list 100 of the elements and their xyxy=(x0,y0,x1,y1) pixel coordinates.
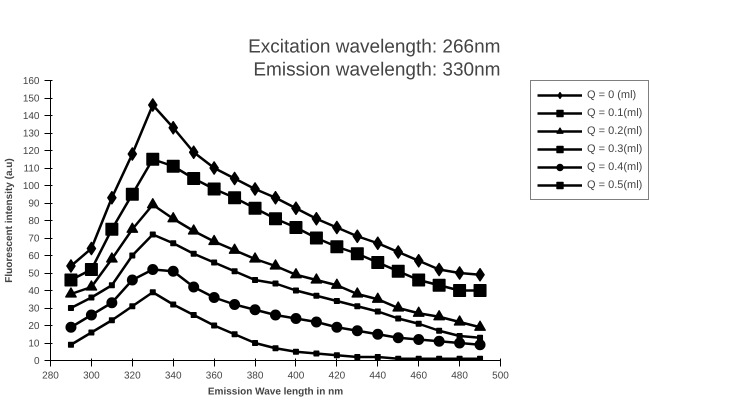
point xyxy=(310,273,322,284)
point xyxy=(150,289,156,296)
y-tick-label: 50 xyxy=(28,268,40,280)
y-tick-label: 140 xyxy=(22,111,40,122)
point xyxy=(68,305,74,311)
point xyxy=(272,345,278,352)
point xyxy=(126,274,138,286)
point xyxy=(208,292,220,303)
point xyxy=(108,317,115,324)
point xyxy=(412,274,426,286)
point xyxy=(211,322,218,328)
point xyxy=(474,284,487,297)
point xyxy=(148,98,158,112)
point xyxy=(211,260,218,266)
point xyxy=(330,240,344,254)
point xyxy=(454,338,466,348)
point xyxy=(170,240,176,246)
point xyxy=(64,274,78,286)
point xyxy=(331,322,342,333)
legend-label: Q = 0.5(ml) xyxy=(587,179,642,191)
point xyxy=(313,350,320,356)
point xyxy=(414,254,424,268)
legend-label: Q = 0.4(ml) xyxy=(587,161,642,173)
y-tick-label: 80 xyxy=(28,216,40,227)
x-tick-label: 300 xyxy=(83,370,100,382)
point xyxy=(229,299,240,310)
legend-label: Q = 0.1(ml) xyxy=(587,107,642,119)
point xyxy=(352,229,362,244)
point xyxy=(292,348,299,355)
point xyxy=(252,277,258,283)
x-tick-label: 500 xyxy=(492,370,510,382)
point xyxy=(86,242,96,256)
point xyxy=(190,312,197,318)
point xyxy=(170,302,176,308)
chart-subtitle: Emission wavelength: 330nm xyxy=(253,60,501,80)
y-tick-label: 30 xyxy=(28,304,40,314)
point xyxy=(372,236,383,250)
point xyxy=(474,339,486,350)
point xyxy=(188,282,200,292)
x-tick-label: 380 xyxy=(246,370,264,382)
y-tick-label: 70 xyxy=(28,234,40,244)
point xyxy=(64,287,77,298)
point xyxy=(374,308,381,314)
y-tick-label: 150 xyxy=(22,94,40,104)
point xyxy=(84,263,98,276)
point xyxy=(150,232,156,238)
point xyxy=(374,354,381,360)
point xyxy=(65,322,76,333)
y-tick-label: 110 xyxy=(24,164,40,174)
y-axis-title: Fluorescent intensity (a.u) xyxy=(4,158,15,283)
point xyxy=(372,328,384,340)
point xyxy=(166,160,180,173)
legend-label: Q = 0 (ml) xyxy=(587,89,636,101)
point xyxy=(432,278,446,292)
point xyxy=(126,188,139,201)
point xyxy=(393,245,404,259)
point xyxy=(332,220,342,234)
point xyxy=(270,310,281,320)
point xyxy=(354,354,360,360)
point xyxy=(208,182,221,196)
point xyxy=(272,280,278,286)
x-tick-label: 480 xyxy=(451,370,468,382)
legend-label: Q = 0.3(ml) xyxy=(587,143,642,155)
chart-title: Excitation wavelength: 266nm xyxy=(248,36,501,58)
point xyxy=(66,259,76,273)
point xyxy=(129,303,136,310)
point xyxy=(392,264,405,278)
y-tick-label: 20 xyxy=(28,321,40,332)
point xyxy=(292,288,299,294)
point xyxy=(232,268,238,274)
x-tick-label: 360 xyxy=(206,370,223,382)
point xyxy=(350,247,364,260)
y-tick-label: 130 xyxy=(22,128,40,140)
point xyxy=(127,147,138,161)
point xyxy=(454,315,466,326)
point xyxy=(310,316,322,328)
point xyxy=(85,280,98,291)
point xyxy=(105,222,118,236)
point xyxy=(146,152,160,166)
y-tick-label: 90 xyxy=(28,198,40,210)
point xyxy=(334,352,340,358)
point xyxy=(187,172,200,185)
point xyxy=(269,212,282,226)
point xyxy=(106,297,118,308)
point xyxy=(250,182,260,196)
point xyxy=(209,161,219,175)
point xyxy=(352,325,363,336)
point xyxy=(310,232,323,244)
point xyxy=(371,256,384,269)
point xyxy=(68,342,74,348)
point xyxy=(168,266,179,277)
point xyxy=(270,259,282,270)
point xyxy=(86,310,97,320)
x-tick-label: 280 xyxy=(42,370,60,382)
point xyxy=(88,294,94,300)
point xyxy=(147,264,158,275)
point xyxy=(228,191,242,204)
y-tick-label: 0 xyxy=(34,356,40,367)
x-tick-label: 460 xyxy=(410,370,428,382)
point xyxy=(232,331,238,338)
